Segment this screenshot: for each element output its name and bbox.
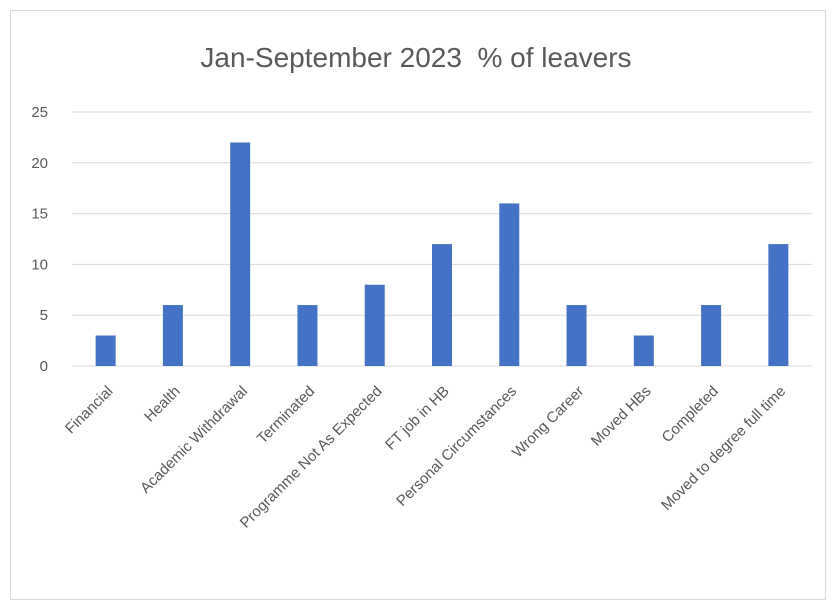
x-category-label: Moved to degree full time bbox=[658, 383, 789, 514]
bar bbox=[364, 284, 385, 366]
bar bbox=[95, 335, 116, 366]
y-tick-label: 0 bbox=[40, 358, 48, 375]
x-category-label: FT job in HB bbox=[382, 383, 453, 454]
y-axis-ticks: 0 5 10 15 20 25 bbox=[31, 104, 48, 375]
bar bbox=[432, 244, 452, 366]
x-category-label: Financial bbox=[62, 383, 116, 437]
y-tick-label: 5 bbox=[40, 307, 48, 324]
y-tick-label: 25 bbox=[31, 104, 48, 121]
bars bbox=[95, 142, 789, 366]
x-category-label: Personal Circumstances bbox=[393, 383, 520, 510]
bar bbox=[566, 305, 587, 366]
y-tick-label: 20 bbox=[31, 155, 48, 172]
x-category-label: Programme Not As Expected bbox=[237, 383, 386, 532]
x-category-label: Wrong Career bbox=[509, 383, 587, 461]
bar bbox=[768, 244, 789, 366]
chart-frame bbox=[10, 10, 826, 600]
x-category-label: Completed bbox=[659, 383, 722, 446]
y-tick-label: 10 bbox=[31, 256, 48, 273]
chart-title: Jan-September 2023 % of leavers bbox=[200, 42, 632, 73]
bar bbox=[701, 305, 722, 366]
y-tick-label: 15 bbox=[31, 206, 48, 223]
bar bbox=[297, 305, 318, 366]
x-category-label: Terminated bbox=[254, 383, 318, 447]
x-category-label: Health bbox=[141, 383, 184, 426]
bar bbox=[633, 335, 654, 366]
bar bbox=[162, 305, 183, 366]
bar bbox=[499, 203, 520, 366]
bar bbox=[230, 142, 251, 366]
x-category-label: Moved HBs bbox=[588, 383, 655, 450]
